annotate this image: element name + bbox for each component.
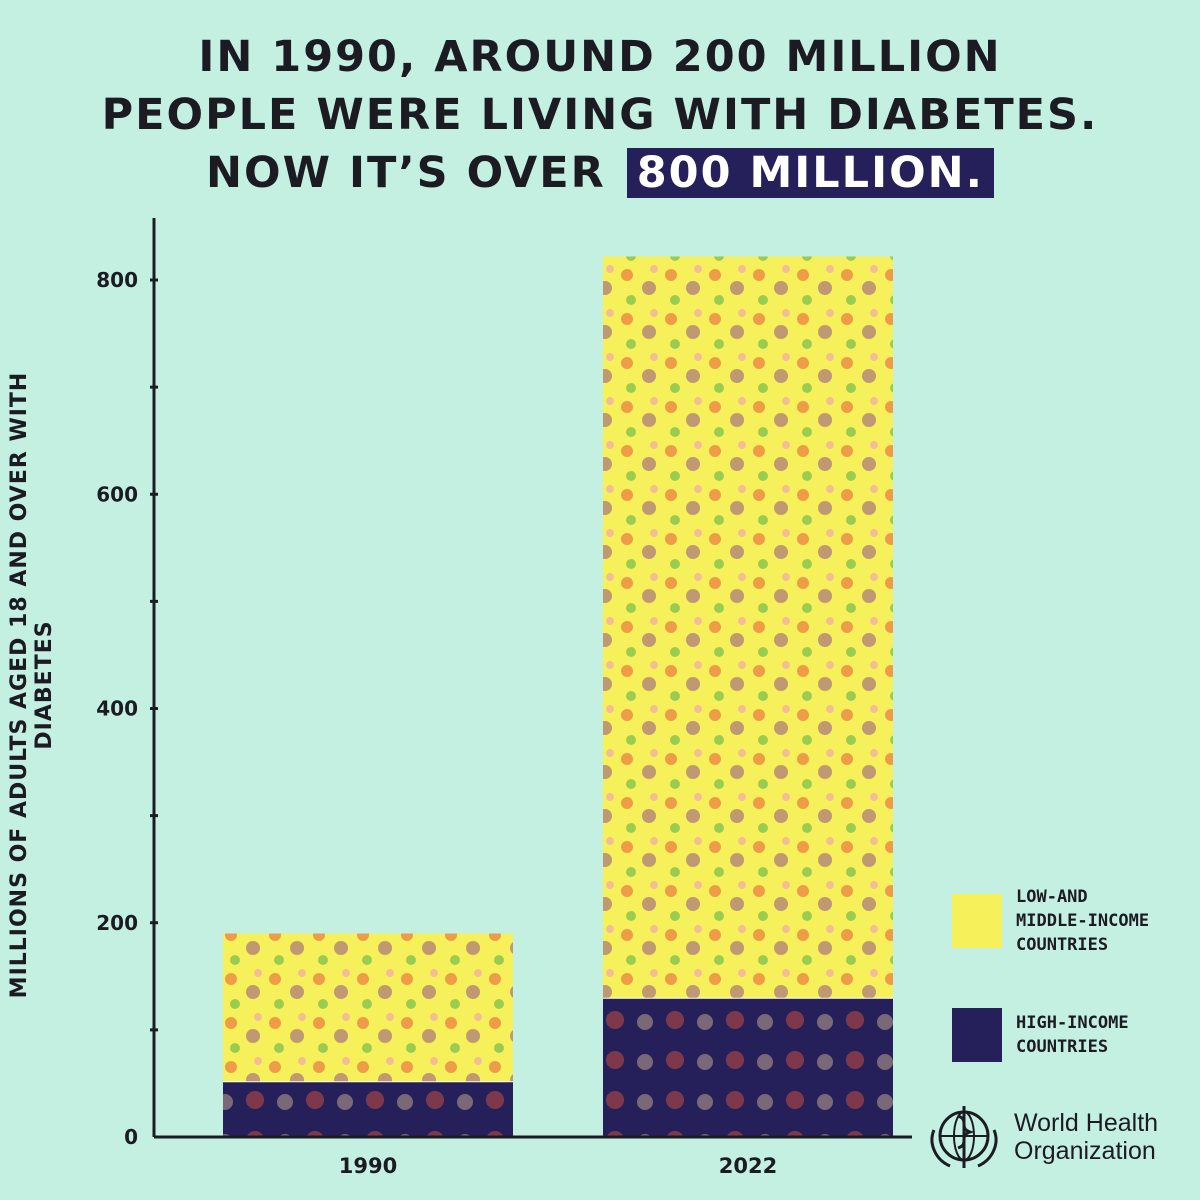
bar-texture-2022-hic xyxy=(603,997,893,1137)
bars-group xyxy=(223,256,893,1137)
legend-item-hic: HIGH-INCOME COUNTRIES xyxy=(952,1008,1156,1062)
bar-texture-2022-lmic xyxy=(603,256,893,998)
headline: IN 1990, AROUND 200 MILLION PEOPLE WERE … xyxy=(0,28,1200,202)
legend-label-lmic: LOW-AND MIDDLE-INCOME COUNTRIES xyxy=(1016,887,1150,955)
y-tick-label: 600 xyxy=(96,482,138,506)
who-name-line-1: World Health xyxy=(1014,1109,1159,1137)
who-emblem-icon xyxy=(930,1106,998,1168)
axes-group: 0 200 400 600 800 1990 2022 xyxy=(96,218,912,1178)
bar-texture-1990-hic xyxy=(223,1081,513,1137)
y-axis-label: MILLIONS OF ADULTS AGED 18 AND OVER WITH… xyxy=(7,371,57,999)
y-tick-label: 200 xyxy=(96,911,138,935)
legend-item-lmic: LOW-AND MIDDLE-INCOME COUNTRIES xyxy=(952,885,1156,957)
y-tick-label: 0 xyxy=(124,1125,138,1149)
who-name-line-2: Organization xyxy=(1014,1137,1156,1165)
bar-texture-1990-lmic xyxy=(223,933,513,1082)
x-tick-label-1990: 1990 xyxy=(339,1154,397,1178)
x-tick-label-2022: 2022 xyxy=(719,1154,777,1178)
headline-line-1: IN 1990, AROUND 200 MILLION xyxy=(198,32,1002,82)
legend-swatch-hic xyxy=(952,1008,1002,1062)
headline-highlight: 800 MILLION. xyxy=(626,148,994,198)
headline-line-3-prefix: NOW IT’S OVER xyxy=(206,148,606,198)
who-logo: World Health Organization xyxy=(924,1100,1158,1174)
y-tick-label: 800 xyxy=(96,268,138,292)
legend-label-hic: HIGH-INCOME COUNTRIES xyxy=(1016,1013,1129,1057)
legend-swatch-lmic xyxy=(952,894,1002,948)
y-tick-label: 400 xyxy=(96,697,138,721)
headline-line-3: NOW IT’S OVER 800 MILLION. xyxy=(0,144,1200,202)
headline-line-2: PEOPLE WERE LIVING WITH DIABETES. xyxy=(101,90,1099,140)
